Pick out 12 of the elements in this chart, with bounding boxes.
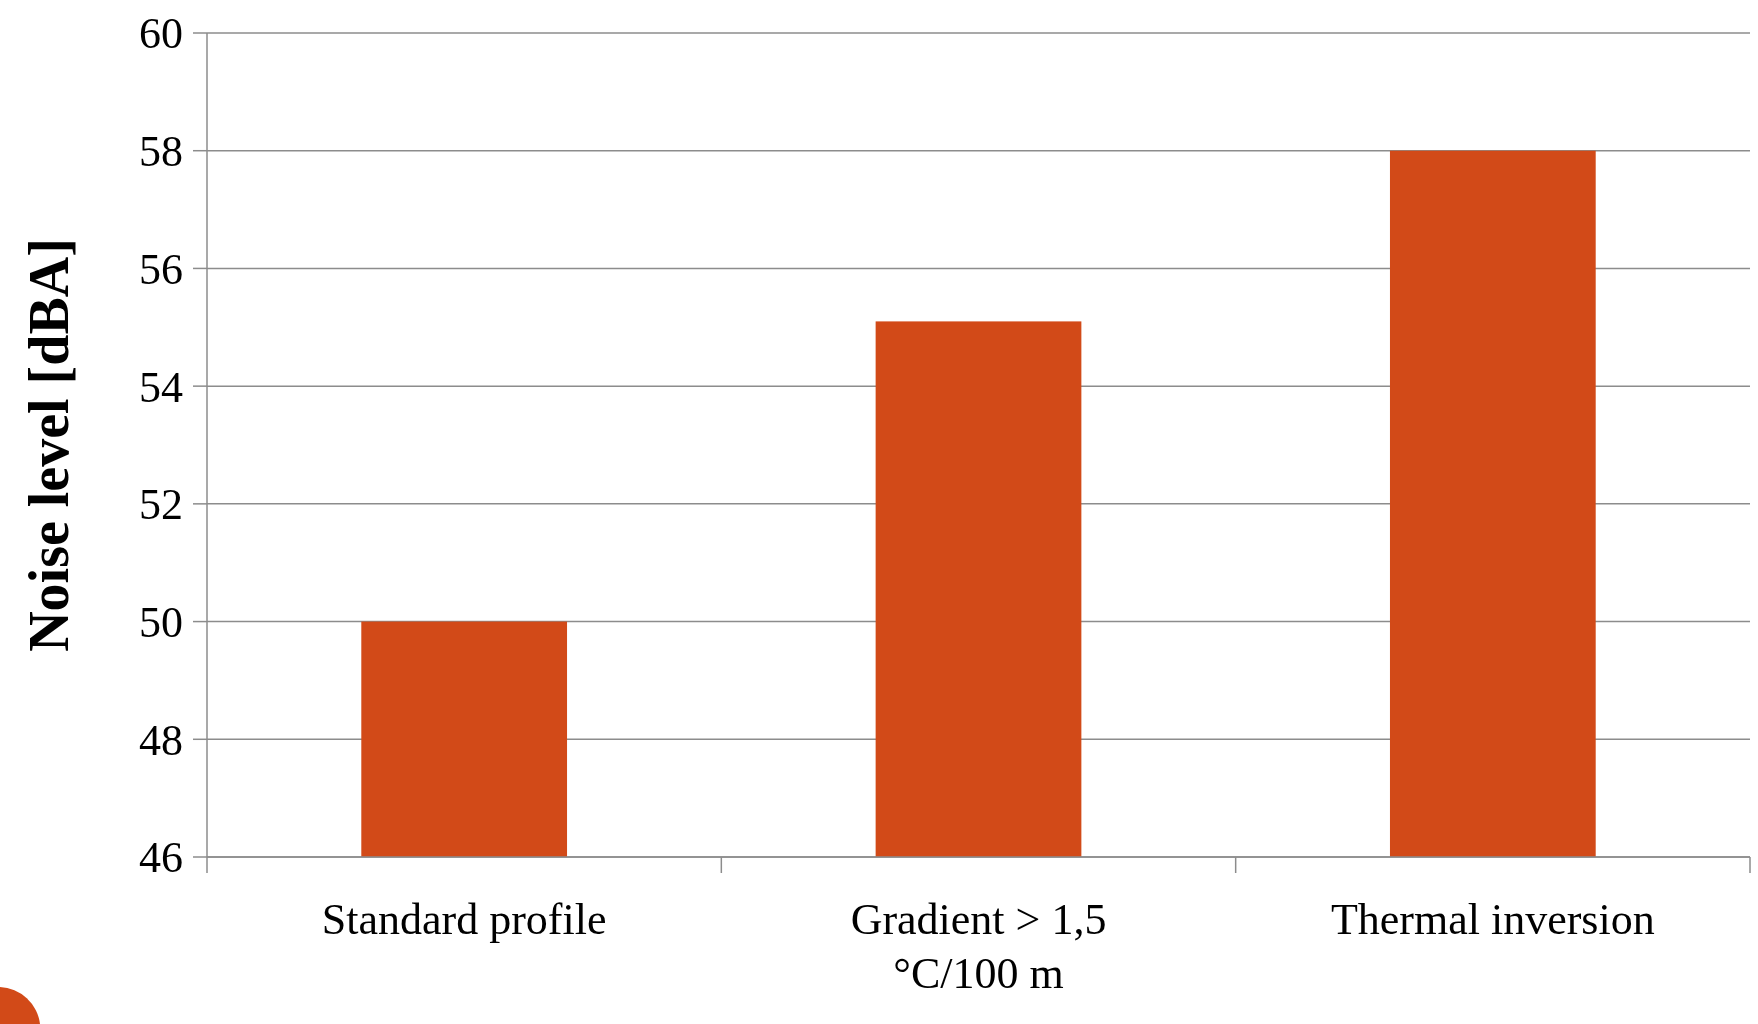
y-tick-label: 50 bbox=[139, 597, 183, 647]
x-tick-label: Gradient > 1,5 °C/100 m bbox=[850, 895, 1107, 998]
y-tick-label: 58 bbox=[139, 127, 183, 177]
y-axis-title: Noise level [dBA] bbox=[18, 238, 80, 652]
y-tick-label: 60 bbox=[139, 9, 183, 59]
x-tick-label: Standard profile bbox=[321, 895, 607, 944]
y-tick-label: 48 bbox=[139, 715, 183, 765]
x-tick-label: Thermal inversion bbox=[1330, 895, 1655, 944]
y-tick-label: 56 bbox=[139, 244, 183, 294]
y-tick-label: 52 bbox=[139, 480, 183, 530]
y-tick-label: 54 bbox=[139, 362, 183, 412]
y-tick-label: 46 bbox=[139, 833, 183, 883]
